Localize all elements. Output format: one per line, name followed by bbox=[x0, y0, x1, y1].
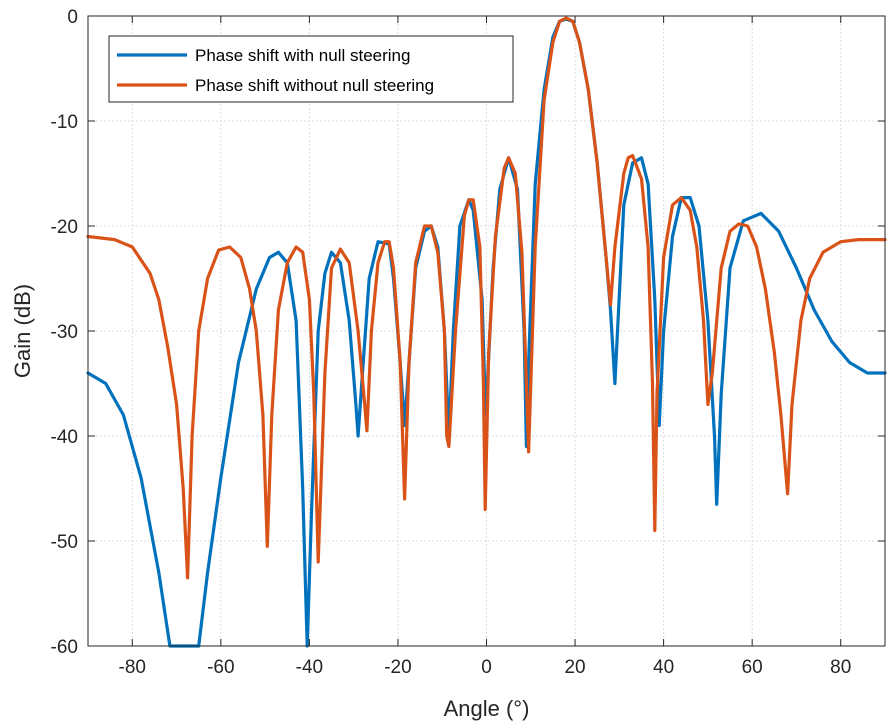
y-tick-label: 0 bbox=[67, 7, 78, 28]
grid bbox=[88, 15, 885, 647]
x-tick-label: 20 bbox=[564, 657, 585, 678]
legend-box bbox=[108, 35, 514, 103]
series-line-1 bbox=[86, 17, 887, 648]
x-tick-label: -40 bbox=[296, 657, 323, 678]
x-tick-label: -20 bbox=[384, 657, 411, 678]
y-tick-label: -10 bbox=[51, 112, 78, 133]
series-layer bbox=[86, 16, 887, 648]
legend: Phase shift with null steering Phase shif… bbox=[108, 35, 514, 103]
y-tick-label: -20 bbox=[51, 217, 78, 238]
legend-entry: Phase shift with null steering bbox=[195, 46, 410, 65]
x-axis-label: Angle (°) bbox=[444, 696, 530, 721]
y-tick-label: -50 bbox=[51, 532, 78, 553]
x-tick-label: 60 bbox=[742, 657, 763, 678]
x-tick-label: -80 bbox=[119, 657, 146, 678]
series-line-2 bbox=[86, 16, 887, 580]
tick-labels: -80 -60 -40 -20 0 20 40 60 80 0 -10 -20 -30 -40 -50 -60 bbox=[51, 7, 852, 678]
y-tick-label: -30 bbox=[51, 322, 78, 343]
y-tick-label: -60 bbox=[51, 637, 78, 658]
y-axis-label: Gain (dB) bbox=[10, 284, 35, 378]
x-tick-label: 0 bbox=[481, 657, 492, 678]
y-tick-label: -40 bbox=[51, 427, 78, 448]
legend-entry: Phase shift without null steering bbox=[195, 76, 434, 95]
x-tick-label: -60 bbox=[207, 657, 234, 678]
x-tick-label: 80 bbox=[830, 657, 851, 678]
tick-marks bbox=[88, 15, 885, 647]
x-tick-label: 40 bbox=[653, 657, 674, 678]
